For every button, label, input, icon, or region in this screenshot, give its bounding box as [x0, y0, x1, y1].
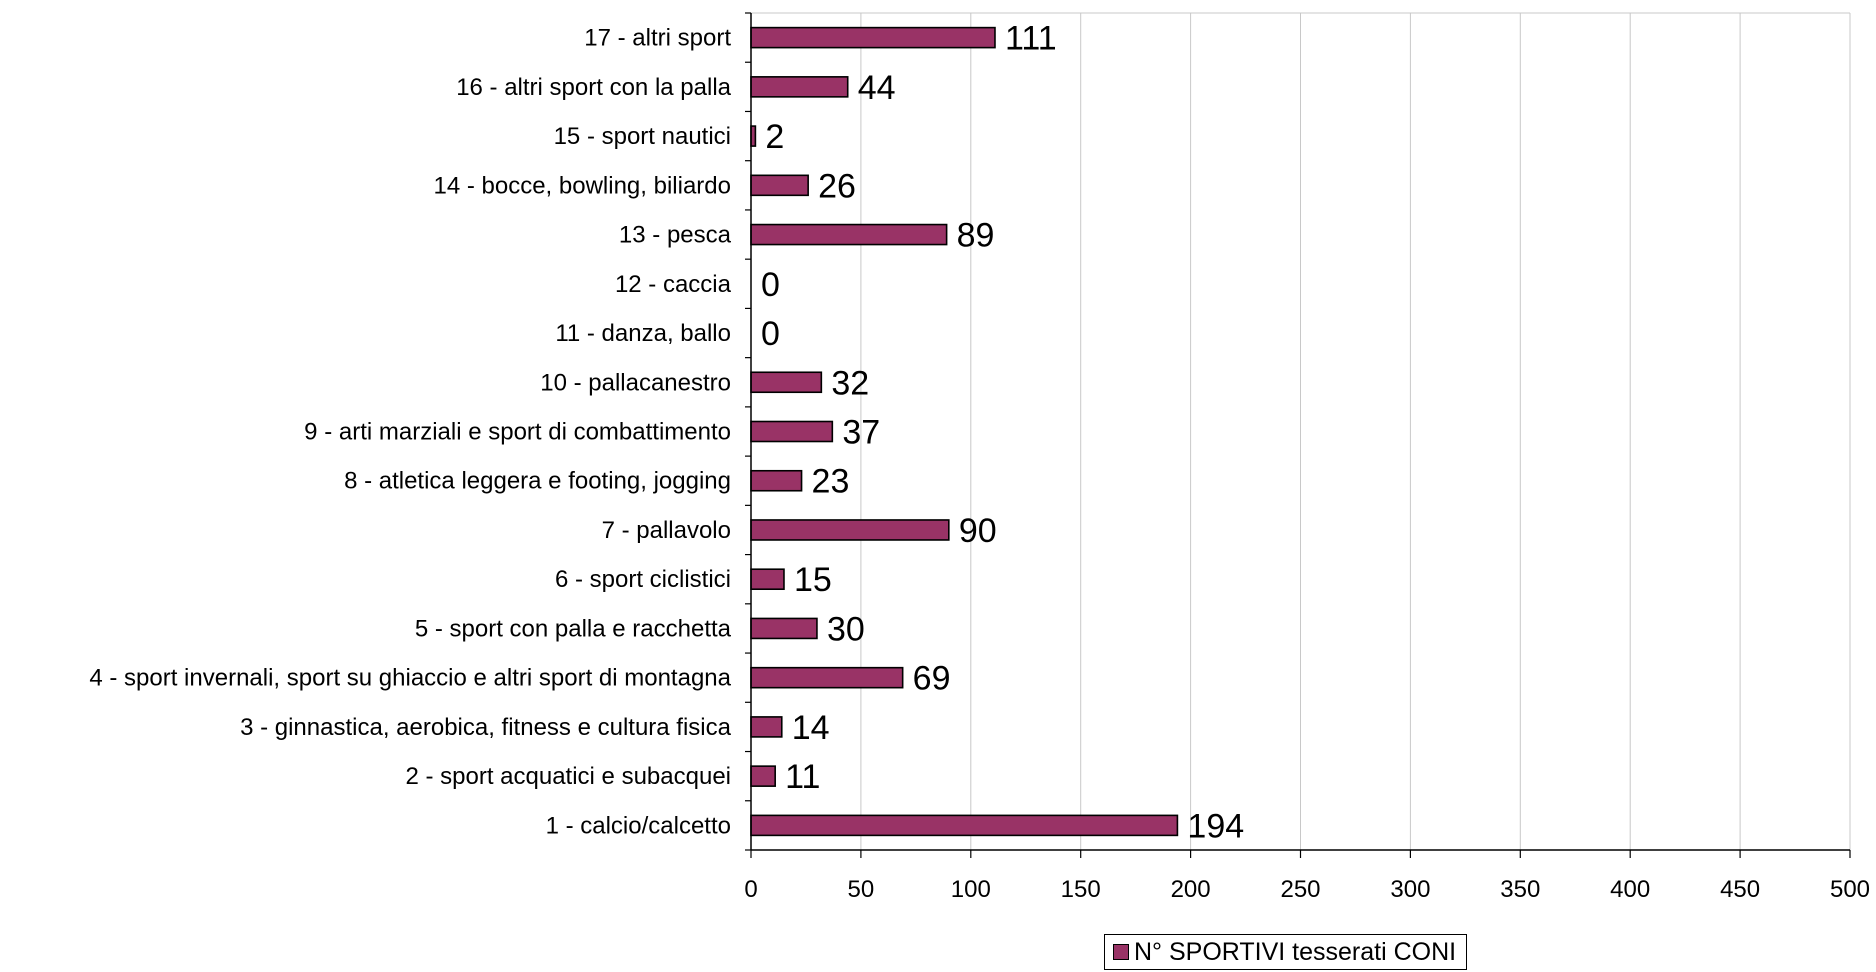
x-tick-label: 200 — [1171, 876, 1211, 903]
category-label: 7 - pallavolo — [602, 517, 731, 544]
data-label: 194 — [1187, 807, 1244, 845]
bar — [750, 26, 996, 49]
bar — [750, 223, 948, 246]
category-label: 10 - pallacanestro — [540, 369, 731, 396]
data-label: 26 — [818, 167, 856, 205]
x-tick-label: 500 — [1830, 876, 1870, 903]
bar — [750, 666, 904, 689]
bar — [750, 519, 950, 541]
data-label: 30 — [827, 610, 865, 648]
bars — [750, 26, 1179, 837]
category-label: 17 - altri sport — [584, 25, 731, 52]
bar — [750, 568, 785, 591]
legend-label: N° SPORTIVI tesserati CONI — [1134, 937, 1457, 966]
bar — [750, 371, 823, 394]
bar — [750, 617, 818, 640]
data-label: 11 — [785, 758, 820, 796]
bar — [750, 814, 1179, 837]
data-label: 89 — [957, 217, 995, 255]
category-label: 16 - altri sport con la palla — [456, 74, 731, 101]
bar — [750, 469, 803, 492]
bar — [750, 716, 783, 738]
category-label: 14 - bocce, bowling, biliardo — [433, 172, 731, 199]
data-label: 23 — [812, 463, 850, 501]
x-tick-label: 100 — [951, 876, 991, 903]
category-label: 3 - ginnastica, aerobica, fitness e cult… — [240, 714, 732, 741]
category-label: 9 - arti marziali e sport di combattimen… — [304, 419, 731, 446]
data-label: 44 — [858, 69, 896, 107]
gridlines — [751, 12, 1851, 850]
category-label: 11 - danza, ballo — [555, 320, 731, 347]
category-label: 15 - sport nautici — [554, 123, 731, 150]
category-label: 2 - sport acquatici e subacquei — [405, 763, 731, 790]
x-tick-label: 50 — [848, 876, 875, 903]
data-label: 37 — [842, 414, 880, 452]
data-label: 69 — [913, 660, 951, 698]
category-label: 1 - calcio/calcetto — [546, 812, 731, 839]
bar — [750, 174, 809, 197]
category-label: 12 - caccia — [615, 271, 732, 298]
category-label: 5 - sport con palla e racchetta — [415, 615, 732, 642]
data-label: 32 — [831, 364, 869, 402]
x-tick-label: 250 — [1280, 876, 1320, 903]
x-tick-label: 400 — [1610, 876, 1650, 903]
data-label: 0 — [761, 315, 780, 353]
x-tick-label: 350 — [1500, 876, 1540, 903]
legend: N° SPORTIVI tesserati CONI — [1104, 934, 1468, 970]
x-tick-label: 150 — [1061, 876, 1101, 903]
bar — [750, 420, 834, 443]
category-label: 6 - sport ciclistici — [555, 566, 731, 593]
category-label: 8 - atletica leggera e footing, jogging — [344, 468, 731, 495]
category-label: 13 - pesca — [619, 222, 732, 249]
data-label: 0 — [761, 266, 780, 304]
category-label: 4 - sport invernali, sport su ghiaccio e… — [89, 665, 731, 692]
x-tick-label: 300 — [1390, 876, 1430, 903]
data-label: 90 — [959, 512, 997, 550]
bar — [750, 76, 849, 98]
data-label: 14 — [792, 709, 830, 747]
x-tick-label: 0 — [744, 876, 757, 903]
axes — [745, 12, 1851, 858]
bar — [750, 765, 776, 787]
data-label: 111 — [1005, 20, 1057, 58]
data-label: 15 — [794, 561, 832, 599]
legend-swatch — [1113, 944, 1129, 960]
x-tick-label: 450 — [1720, 876, 1760, 903]
data-label: 2 — [765, 118, 784, 156]
